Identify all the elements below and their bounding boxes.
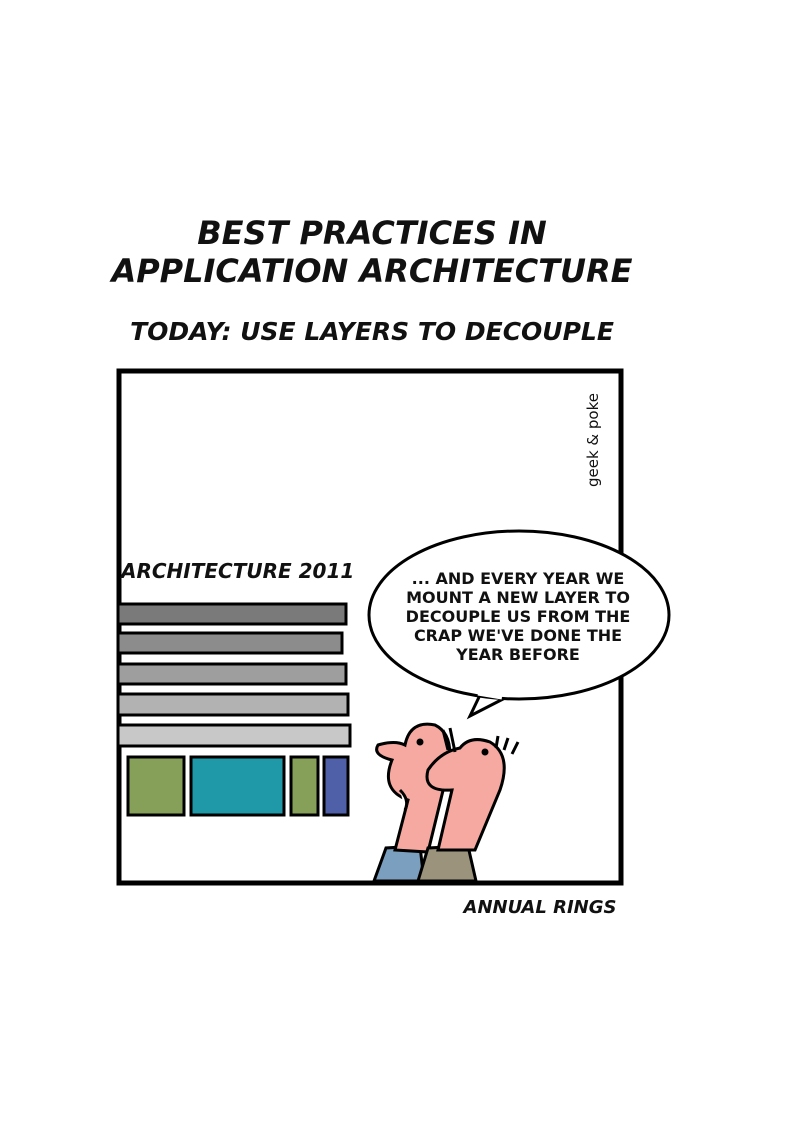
panel: geek & poke ARCHITECTURE 2011 ... AND EV… [116, 368, 671, 886]
title-line: BEST PRACTICES IN [197, 214, 547, 252]
people [371, 722, 520, 883]
layer [116, 662, 348, 686]
eye [416, 738, 424, 746]
layer [116, 602, 348, 626]
layer [116, 692, 350, 717]
eye [481, 748, 489, 756]
speech-line: YEAR BEFORE [455, 645, 580, 664]
layer [116, 723, 352, 748]
bubble-tail [466, 694, 506, 720]
title-line: APPLICATION ARCHITECTURE [108, 252, 632, 290]
block [322, 755, 350, 817]
block [189, 755, 286, 817]
signature: geek & poke [584, 393, 602, 487]
panel-label: ARCHITECTURE 2011 [119, 559, 354, 583]
caption: ANNUAL RINGS [462, 897, 617, 918]
layers [116, 602, 352, 817]
speech-line: CRAP WE'VE DONE THE [414, 626, 622, 645]
head [425, 738, 506, 852]
speech-line: ... AND EVERY YEAR WE [412, 569, 625, 588]
speech-bubble: ... AND EVERY YEAR WE MOUNT A NEW LAYER … [367, 529, 671, 720]
bubble [367, 529, 671, 701]
layer [116, 631, 344, 655]
speech-line: MOUNT A NEW LAYER TO [406, 588, 630, 607]
subtitle: TODAY: USE LAYERS TO DECOUPLE [130, 317, 614, 346]
block [289, 755, 320, 817]
hair [441, 727, 520, 755]
speech-line: DECOUPLE US FROM THE [406, 607, 631, 626]
block [126, 755, 186, 817]
bubble-join [477, 690, 503, 700]
mouth [398, 788, 409, 811]
